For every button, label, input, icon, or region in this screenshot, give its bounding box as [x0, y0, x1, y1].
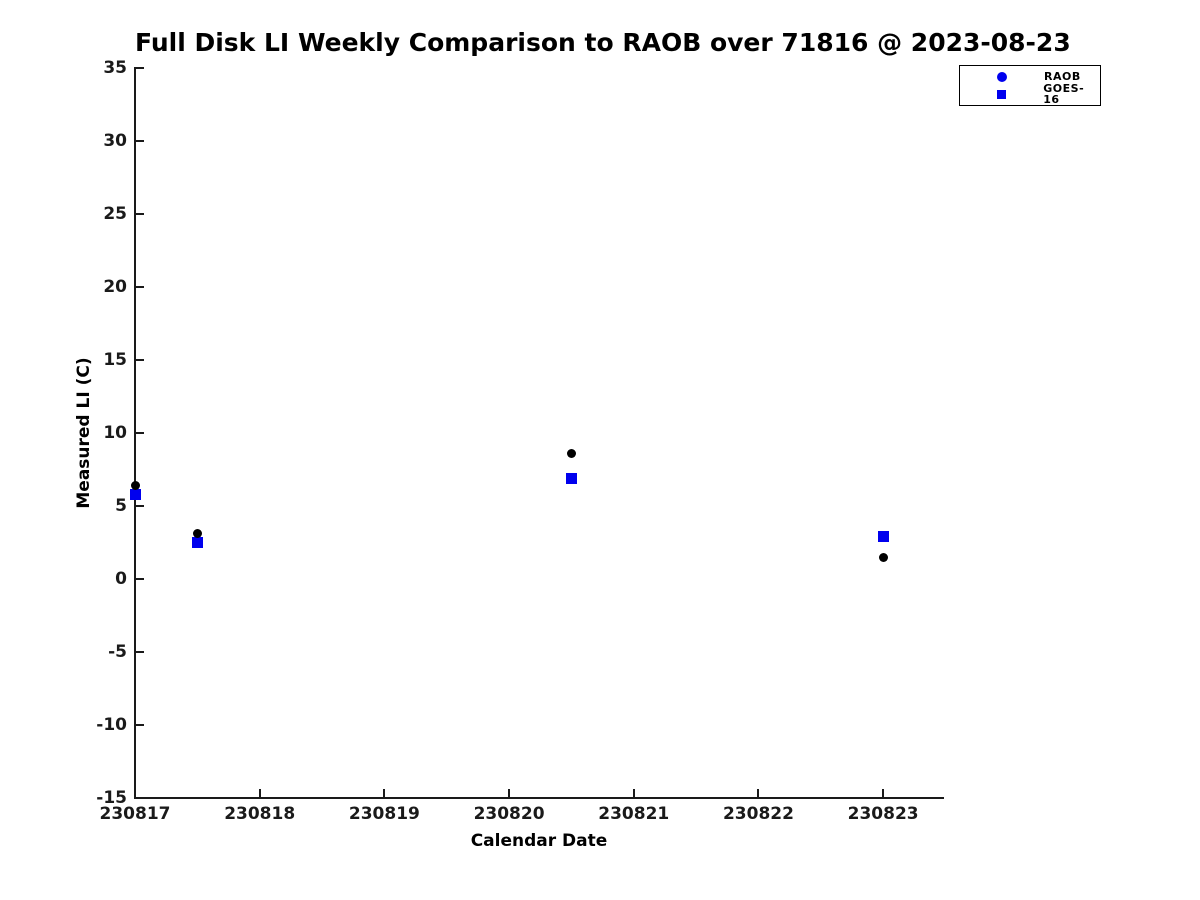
data-point-raob — [878, 552, 888, 562]
y-tick — [136, 359, 144, 361]
y-axis-label: Measured LI (C) — [74, 357, 94, 509]
x-tick — [258, 789, 261, 797]
x-axis-spine — [134, 797, 944, 799]
x-tick-label: 230820 — [473, 804, 545, 824]
x-tick — [757, 789, 760, 797]
x-tick — [508, 789, 511, 797]
data-point-goes-16 — [877, 531, 889, 543]
legend-label-raob: RAOB — [1044, 70, 1081, 84]
x-tick-label: 230817 — [99, 804, 171, 824]
legend: RAOB GOES-16 — [959, 65, 1101, 106]
data-point-raob — [566, 448, 576, 458]
y-tick — [136, 213, 144, 215]
data-point-raob — [192, 529, 202, 539]
goes16-square-icon — [997, 89, 1007, 99]
chart-title: Full Disk LI Weekly Comparison to RAOB o… — [135, 28, 1071, 57]
y-tick — [136, 797, 144, 799]
y-tick — [136, 505, 144, 507]
x-tick-label: 230821 — [598, 804, 670, 824]
y-tick — [136, 67, 144, 69]
y-tick — [136, 724, 144, 726]
legend-row-raob: RAOB — [960, 70, 1100, 84]
y-tick-label: 25 — [103, 204, 127, 224]
y-tick — [136, 286, 144, 288]
y-tick-label: 5 — [115, 496, 127, 516]
legend-marker-cell — [960, 71, 1044, 82]
y-tick-label: 30 — [103, 131, 127, 151]
y-tick-label: -15 — [96, 788, 127, 808]
raob-circle-icon — [997, 71, 1007, 82]
data-point-goes-16 — [191, 537, 203, 548]
y-tick-label: 15 — [103, 350, 127, 370]
data-point-goes-16 — [129, 488, 141, 500]
x-axis-label: Calendar Date — [470, 831, 608, 851]
y-axis-spine — [134, 67, 136, 799]
y-tick — [136, 432, 144, 434]
x-tick-label: 230819 — [348, 804, 420, 824]
y-tick-label: 10 — [103, 423, 127, 443]
y-tick — [136, 140, 144, 142]
legend-row-goes16: GOES-16 — [960, 83, 1100, 105]
data-point-raob — [130, 481, 140, 491]
y-tick-label: 20 — [103, 277, 127, 297]
x-tick — [383, 789, 386, 797]
y-tick-label: 35 — [103, 58, 127, 78]
y-tick-label: -5 — [108, 642, 127, 662]
x-tick-label: 230822 — [722, 804, 794, 824]
x-tick-label: 230818 — [224, 804, 296, 824]
x-tick-label: 230823 — [847, 804, 919, 824]
y-tick — [136, 578, 144, 580]
y-tick-label: 0 — [115, 569, 127, 589]
legend-label-goes16: GOES-16 — [1043, 82, 1085, 107]
x-tick — [134, 789, 136, 797]
x-tick — [882, 789, 885, 797]
legend-marker-cell — [960, 89, 1043, 99]
y-tick-label: -10 — [96, 715, 127, 735]
x-tick — [632, 789, 635, 797]
data-point-goes-16 — [565, 472, 577, 484]
y-tick — [136, 651, 144, 653]
